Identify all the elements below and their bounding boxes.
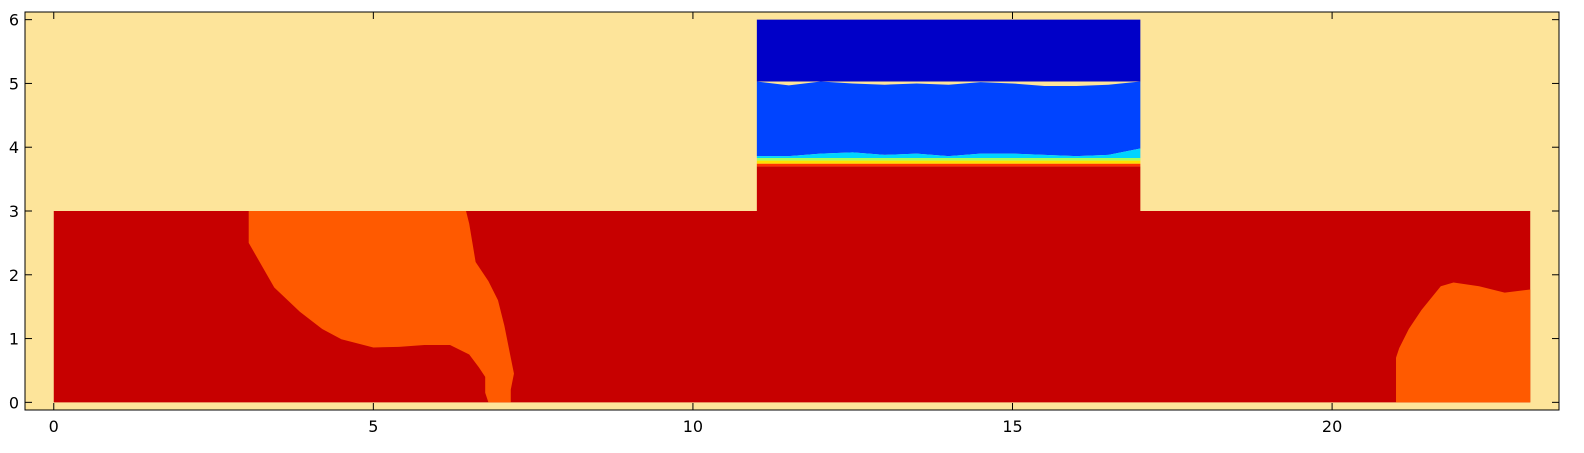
y-tick-label: 5 <box>9 74 19 93</box>
regions-layer <box>53 19 1531 403</box>
x-tick-label: 0 <box>49 417 59 436</box>
x-tick-label: 10 <box>683 417 703 436</box>
region-light-green-band <box>756 158 1141 161</box>
y-tick-label: 4 <box>9 138 19 157</box>
region-cyan-band <box>756 148 1141 159</box>
region-upper-blue <box>756 81 1141 157</box>
region-yellow-band <box>756 160 1141 164</box>
region-right-orange-zone <box>1396 282 1531 403</box>
plot-frame <box>24 11 1560 411</box>
region-upper-dark-blue <box>756 19 1141 82</box>
y-tick-label: 6 <box>9 11 19 30</box>
y-tick-label: 2 <box>9 266 19 285</box>
ticks-layer <box>25 12 1559 410</box>
y-tick-label: 1 <box>9 330 19 349</box>
x-tick-label: 5 <box>368 417 378 436</box>
x-tick-label: 15 <box>1002 417 1022 436</box>
x-tick-label: 20 <box>1322 417 1342 436</box>
region-red-orange-band <box>756 163 1141 167</box>
region-left-orange-zone <box>248 211 514 403</box>
tick-labels-layer: 0 5 10 15 20 0 1 2 3 4 5 6 <box>9 11 1342 436</box>
y-tick-label: 0 <box>9 393 19 412</box>
y-tick-label: 3 <box>9 202 19 221</box>
